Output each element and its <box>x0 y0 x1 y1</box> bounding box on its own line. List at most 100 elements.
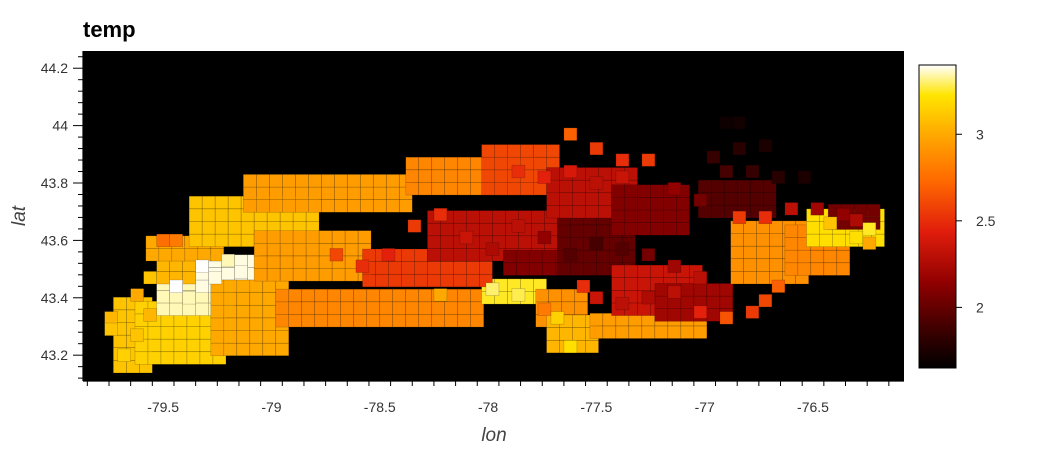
y-axis-ticks: 43.2 43.4 43.6 43.8 44 44.2 <box>41 56 83 379</box>
heatmap-cell <box>253 268 268 282</box>
heatmap-cell <box>784 237 799 251</box>
heatmap-cell <box>862 236 877 250</box>
heatmap-cell <box>210 292 225 306</box>
heatmap-cell <box>301 301 316 315</box>
x-tick-label: -79 <box>261 399 281 415</box>
heatmap-cell <box>214 208 229 222</box>
heatmap-cell <box>528 262 543 276</box>
heatmap-cell <box>169 233 183 248</box>
heatmap-cell <box>505 235 519 249</box>
heatmap-cell <box>372 199 387 213</box>
heatmap-cell <box>104 311 118 325</box>
heatmap-cell <box>223 342 238 357</box>
heatmap-cell <box>507 182 521 196</box>
heatmap-cell <box>249 304 264 319</box>
heatmap-cell <box>667 259 682 273</box>
heatmap-cell <box>849 230 864 245</box>
heatmap-cell <box>537 230 552 245</box>
heatmap-cell <box>583 224 597 238</box>
heatmap-cell <box>314 314 329 328</box>
heatmap-cell <box>186 326 201 340</box>
heatmap-cell <box>143 271 157 285</box>
heatmap-cell <box>756 271 771 285</box>
heatmap-cell <box>223 317 238 331</box>
heatmap-cell <box>401 248 415 262</box>
heatmap-cell <box>385 199 400 213</box>
heatmap-cell <box>466 210 480 224</box>
heatmap-cell <box>281 199 296 213</box>
heatmap-cell <box>570 224 584 238</box>
heatmap-cell <box>515 249 530 264</box>
heatmap-cell <box>457 314 472 328</box>
heatmap-cell <box>333 199 348 213</box>
heatmap-cell <box>201 208 216 222</box>
heatmap-cell <box>227 233 242 248</box>
heatmap-cell <box>275 342 290 357</box>
heatmap-cell <box>444 182 459 196</box>
heatmap-cell <box>314 301 329 315</box>
x-tick-label: -79.5 <box>147 399 179 415</box>
heatmap-cell <box>320 199 335 213</box>
heatmap-cell <box>570 262 584 276</box>
heatmap-cell <box>214 233 229 248</box>
heatmap-cell <box>511 219 526 233</box>
heatmap-cell <box>418 169 433 183</box>
heatmap-cell <box>113 334 127 349</box>
heatmap-cell <box>758 294 773 308</box>
heatmap-cell <box>236 279 251 293</box>
heatmap-cell <box>624 264 638 279</box>
heatmap-cell <box>615 296 630 311</box>
heatmap-cell <box>388 261 402 275</box>
heatmap-cell <box>156 290 170 304</box>
heatmap-cell <box>433 288 448 302</box>
heatmap-cell <box>201 233 216 248</box>
x-tick-label: -78.5 <box>364 399 396 415</box>
heatmap-cell <box>769 245 783 260</box>
heatmap-cell <box>130 288 144 302</box>
heatmap-cell <box>301 288 316 303</box>
heatmap-cell <box>485 242 500 256</box>
heatmap-cell <box>388 273 402 288</box>
heatmap-cell <box>466 261 480 275</box>
heatmap-cell <box>723 192 738 206</box>
heatmap-cell <box>359 186 374 200</box>
heatmap-cell <box>663 197 677 211</box>
x-tick-label: -77 <box>695 399 715 415</box>
heatmap-cell <box>559 192 573 206</box>
heatmap-cell <box>440 261 454 275</box>
heatmap-cell <box>697 179 712 194</box>
heatmap-cell <box>240 233 255 248</box>
heatmap-cell <box>515 262 530 276</box>
heatmap-cell <box>596 249 610 264</box>
heatmap-cell <box>663 222 677 236</box>
heatmap-cell <box>156 233 170 248</box>
heatmap-cell <box>598 205 612 219</box>
heatmap-cell <box>730 233 745 247</box>
heatmap-cell <box>444 169 459 183</box>
heatmap-cell <box>243 174 257 188</box>
heatmap-cell <box>528 249 543 264</box>
heatmap-cell <box>392 288 407 303</box>
heatmap-cell <box>602 325 617 339</box>
heatmap-cell <box>113 360 127 374</box>
y-tick-label: 43.4 <box>41 290 68 306</box>
heatmap-cell <box>344 242 359 257</box>
heatmap-cell <box>440 248 454 262</box>
heatmap-cell <box>279 268 294 282</box>
heatmap-cell <box>557 262 571 276</box>
heatmap-cell <box>314 288 329 303</box>
heatmap-cell <box>444 314 459 328</box>
heatmap-cell <box>405 301 420 315</box>
heatmap-cell <box>301 314 316 328</box>
heatmap-cell <box>418 156 433 171</box>
heatmap-cell <box>624 222 638 236</box>
heatmap-cell <box>372 174 387 188</box>
heatmap-cell <box>769 258 783 272</box>
heatmap-cell <box>494 144 508 158</box>
heatmap-cell <box>418 301 433 315</box>
heatmap-cell <box>453 210 467 224</box>
heatmap-cell <box>537 302 552 316</box>
heatmap-cell <box>719 311 734 325</box>
heatmap-cell <box>457 301 472 315</box>
heatmap-cell <box>745 305 760 319</box>
